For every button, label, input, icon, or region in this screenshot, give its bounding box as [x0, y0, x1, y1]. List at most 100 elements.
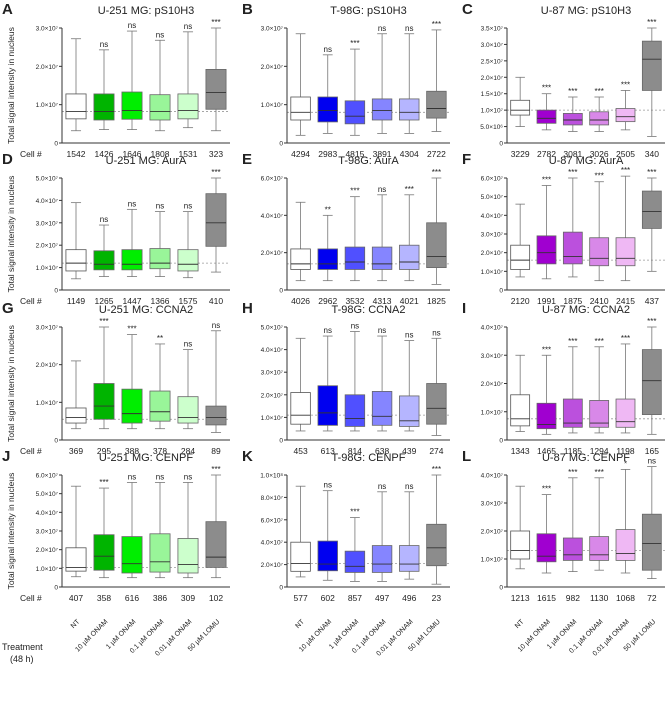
box-0: 1213: [510, 485, 531, 603]
box-iqr: [93, 534, 115, 571]
box-iqr: [290, 392, 311, 425]
box-5: ns 89: [205, 321, 227, 456]
cell-count-label: 4313: [373, 296, 392, 306]
cell-count-label: 4304: [400, 149, 419, 159]
panel-b: B T-98G: pS10H3 0 1.0×10⁷ 2.0×10⁷ 3.0×10⁷ 4294…: [242, 1, 450, 159]
box-0: 369: [65, 360, 87, 456]
box-iqr: [290, 248, 311, 270]
cell-count-label: 1808: [151, 149, 170, 159]
box-iqr: [510, 99, 531, 116]
y-tick-label: 5.0×10⁷: [36, 176, 59, 183]
box-iqr: [426, 222, 447, 269]
box-iqr: [641, 40, 662, 91]
treatment-label: NT: [70, 618, 82, 630]
y-tick-label: 3.0×10⁷: [481, 42, 504, 49]
box-iqr: [589, 400, 610, 428]
box-iqr: [371, 545, 393, 573]
box-iqr: [65, 93, 87, 120]
cell-count-label: 274: [429, 446, 443, 456]
box-iqr: [371, 391, 393, 426]
significance-label: ***: [594, 87, 603, 96]
box-4: ns 284: [177, 340, 199, 456]
box-iqr: [149, 533, 171, 573]
significance-label: ns: [648, 457, 656, 466]
significance-label: ***: [99, 478, 108, 487]
box-1: *** 295: [93, 317, 115, 456]
significance-label: ***: [594, 337, 603, 346]
y-tick-label: 0: [54, 438, 58, 445]
cell-count-label: 2782: [537, 149, 556, 159]
y-tick-label: 5.0×10⁷: [481, 194, 504, 201]
significance-label: ns: [184, 202, 192, 211]
significance-label: ***: [647, 317, 656, 326]
cell-count-label: 1575: [179, 296, 198, 306]
significance-label: ***: [542, 345, 551, 354]
box-iqr: [177, 396, 199, 424]
panel-a: A U-251 MG: pS10H3 0 1.0×10⁷ 2.0×10⁷ 3.0×10⁷ 1…: [2, 1, 230, 159]
panel-letter: D: [2, 151, 13, 168]
y-tick-label: 3.0×10⁷: [481, 501, 504, 508]
y-tick-label: 2.0×10⁷: [481, 381, 504, 388]
box-5: *** 2722: [426, 20, 447, 159]
significance-label: ns: [324, 45, 332, 54]
y-tick-label: 4.0×10⁷: [481, 325, 504, 332]
significance-label: ***: [568, 87, 577, 96]
panel-letter: L: [462, 448, 471, 465]
box-4: ns 1531: [177, 22, 199, 159]
panel-title: T-98G: CCNA2: [332, 304, 406, 316]
panel-title: U-87 MG: CCNA2: [542, 304, 630, 316]
y-tick-label: 2.0×10⁷: [36, 64, 59, 71]
significance-label: ***: [647, 168, 656, 177]
box-2: *** 3081: [562, 87, 583, 159]
cell-count-label: 1366: [151, 296, 170, 306]
cell-count-label: 3081: [563, 149, 582, 159]
significance-label: ns: [351, 322, 359, 331]
y-tick-label: 2.0×10⁷: [261, 250, 284, 257]
cell-count-label: 89: [211, 446, 221, 456]
box-5: *** 165: [641, 317, 662, 456]
panel-letter: J: [2, 448, 10, 465]
box-0: 1149: [65, 202, 87, 306]
y-axis-label: Total signal intensity in nucleus: [6, 473, 16, 590]
cell-count-label: 2415: [616, 296, 635, 306]
box-3: ns 3891: [371, 24, 393, 159]
y-tick-label: 2.0×10⁷: [36, 547, 59, 554]
y-tick-label: 0: [499, 141, 503, 148]
cell-count-label: 1068: [616, 593, 635, 603]
box-3: *** 2410: [589, 172, 610, 306]
significance-label: ***: [647, 18, 656, 27]
box-2: *** 857: [344, 508, 366, 603]
cell-count-label: 453: [293, 446, 307, 456]
significance-label: **: [157, 334, 163, 343]
box-5: ns 72: [641, 457, 662, 603]
panel-letter: I: [462, 300, 466, 317]
box-iqr: [399, 395, 420, 427]
significance-label: ***: [621, 80, 630, 89]
y-tick-label: 4.0×10⁷: [261, 347, 284, 354]
panel-title: U-87 MG: pS10H3: [541, 5, 631, 17]
significance-label: ***: [127, 325, 136, 334]
cell-count-label: 4021: [400, 296, 419, 306]
cell-count-label: 982: [566, 593, 580, 603]
y-tick-label: 0: [279, 438, 283, 445]
box-iqr: [589, 536, 610, 561]
significance-label: ns: [128, 472, 136, 481]
significance-label: ns: [184, 22, 192, 31]
cell-count-label: 309: [181, 593, 195, 603]
box-iqr: [615, 398, 636, 428]
box-4: ns 309: [177, 472, 199, 603]
panel-letter: G: [2, 300, 14, 317]
box-iqr: [344, 394, 366, 427]
box-4: ns 496: [399, 482, 420, 603]
box-iqr: [399, 98, 420, 121]
box-iqr: [177, 249, 199, 272]
panel-letter: H: [242, 300, 253, 317]
box-iqr: [510, 244, 531, 270]
box-3: *** 3026: [589, 87, 610, 159]
y-tick-label: 1.0×10⁷: [36, 102, 59, 109]
panel-title: T-98G: CENPF: [332, 452, 406, 464]
cell-count-label: 295: [97, 446, 111, 456]
box-1: ns 1265: [93, 215, 115, 306]
box-iqr: [290, 541, 311, 572]
